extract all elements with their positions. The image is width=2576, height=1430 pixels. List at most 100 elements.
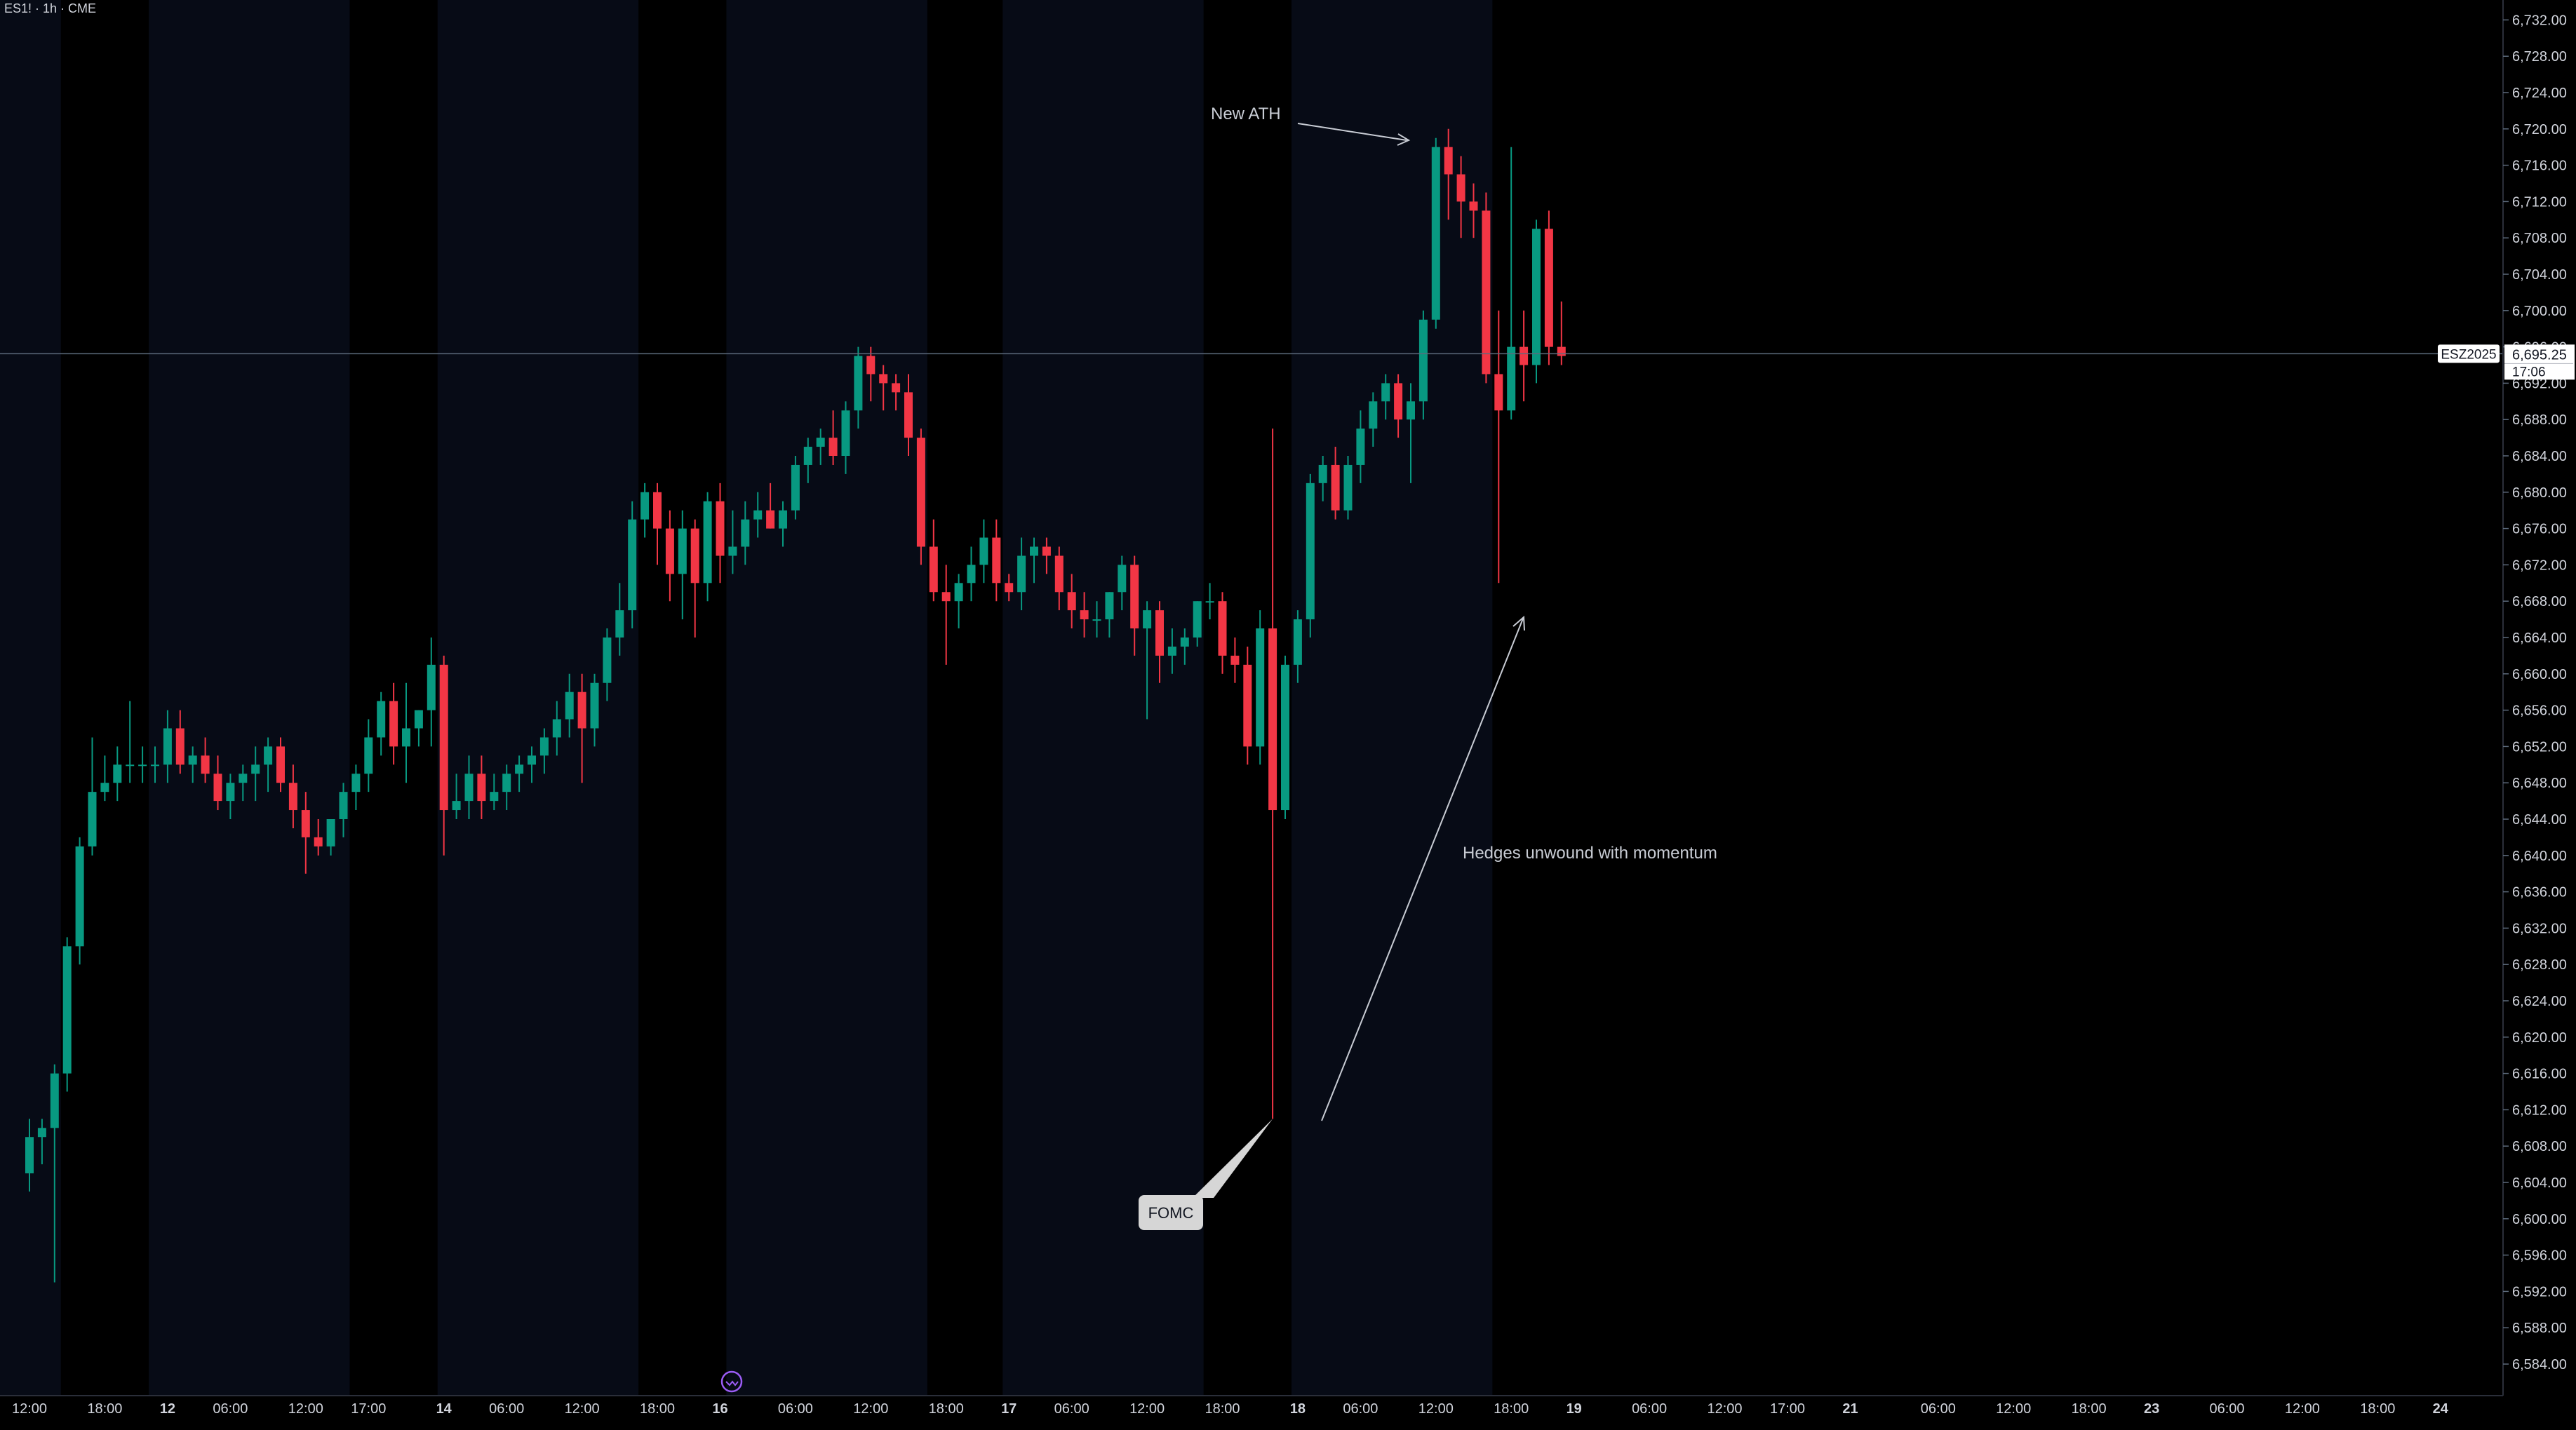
candle: [201, 737, 210, 783]
price-tick-label: 6,604.00: [2512, 1175, 2567, 1191]
candle: [967, 546, 976, 602]
candle-body: [1230, 655, 1240, 665]
candle: [665, 510, 674, 602]
candle-body: [690, 528, 699, 584]
candle-body: [175, 728, 185, 765]
candle-body: [854, 356, 863, 411]
price-tick-label: 6,588.00: [2512, 1321, 2567, 1336]
price-tick-label: 6,684.00: [2512, 449, 2567, 464]
time-axis[interactable]: 12:00 18:00 12 06:00 12:00 17:00 14 06:00 12:00 1…: [0, 1370, 2576, 1426]
candle-body: [1482, 210, 1491, 375]
candle-body: [1369, 401, 1378, 429]
price-tick-label: 6,660.00: [2512, 667, 2567, 682]
candle-body: [62, 946, 72, 1074]
candle-body: [402, 728, 410, 747]
time-tick-label: 12:00: [2285, 1401, 2320, 1417]
time-tick-label: 18: [1290, 1401, 1306, 1417]
time-tick-label: 18:00: [87, 1401, 122, 1417]
candle: [1532, 220, 1541, 384]
candle-body: [829, 438, 838, 456]
candle-body: [1456, 174, 1465, 202]
time-tick-label: 12:00: [1707, 1401, 1742, 1417]
candle: [138, 746, 147, 783]
candle: [1017, 537, 1026, 611]
session-band: [0, 0, 61, 1396]
candle: [1092, 601, 1101, 638]
candle: [1030, 537, 1038, 584]
candle: [615, 583, 624, 656]
last-price-label: 6,695.25: [2512, 347, 2567, 363]
candle-body: [967, 565, 976, 584]
candle-body: [351, 774, 361, 792]
time-tick-label: 06:00: [1343, 1401, 1378, 1417]
fomc-label: FOMC: [1148, 1204, 1194, 1222]
candle-body: [615, 610, 624, 638]
price-tick-label: 6,692.00: [2512, 376, 2567, 391]
candle-body: [716, 501, 725, 556]
candle: [916, 429, 925, 565]
fomc-callout-bg: [1139, 1195, 1203, 1230]
candle: [816, 429, 825, 465]
candle: [288, 764, 297, 828]
candle: [75, 837, 84, 965]
hedges-arrowhead: [1512, 615, 1525, 631]
price-axis[interactable]: 6,584.00 6,588.00 6,592.00 6,596.00 6,600.00…: [2502, 0, 2575, 1396]
candle-body: [741, 519, 750, 547]
candle: [1494, 310, 1503, 584]
candle: [276, 737, 285, 792]
candle-body: [816, 438, 825, 447]
candle: [50, 1064, 59, 1283]
candle-body: [226, 783, 235, 802]
price-tick-label: 6,632.00: [2512, 921, 2567, 936]
candle: [1444, 128, 1453, 220]
candle-body: [954, 583, 963, 602]
candle-body: [276, 746, 285, 783]
candle-body: [25, 1137, 34, 1174]
candle: [264, 737, 273, 792]
candle: [414, 710, 423, 747]
candle: [490, 774, 499, 811]
candle: [1331, 447, 1340, 520]
candle: [1143, 601, 1152, 720]
candle: [37, 1119, 46, 1165]
candle-body: [377, 701, 386, 738]
price-tick-label: 6,732.00: [2512, 13, 2567, 28]
new-ath-arrow: [1297, 123, 1407, 141]
price-tick-label: 6,596.00: [2512, 1248, 2567, 1264]
candle: [100, 755, 109, 802]
candle: [941, 565, 951, 665]
price-tick-label: 6,724.00: [2512, 86, 2567, 101]
price-tick-label: 6,608.00: [2512, 1139, 2567, 1154]
event-icon[interactable]: [720, 1370, 743, 1393]
candle: [690, 519, 699, 638]
candle: [1356, 410, 1365, 483]
time-tick-label: 18:00: [1494, 1401, 1529, 1417]
candle: [1218, 592, 1227, 674]
candle-body: [100, 783, 109, 792]
candle-body: [339, 792, 348, 819]
candle: [1268, 429, 1277, 1119]
candle-body: [941, 592, 951, 602]
candle-body: [916, 438, 925, 547]
candle: [590, 673, 599, 747]
time-tick-label: 06:00: [1921, 1401, 1956, 1417]
candle-body: [414, 710, 423, 729]
candle: [151, 746, 159, 783]
candle: [1080, 592, 1089, 638]
candle-body: [728, 546, 737, 556]
candle: [62, 937, 72, 1092]
price-tick-label: 6,644.00: [2512, 812, 2567, 828]
candle: [766, 483, 775, 529]
candle-body: [1180, 638, 1189, 647]
candle-body: [1381, 383, 1390, 402]
candle: [1456, 156, 1465, 238]
candle: [1520, 310, 1529, 402]
candle: [1318, 456, 1327, 501]
price-tick-label: 6,600.00: [2512, 1212, 2567, 1227]
candle-body: [866, 356, 876, 375]
candle: [1507, 147, 1516, 420]
price-tick-label: 6,620.00: [2512, 1030, 2567, 1046]
candle: [515, 755, 524, 792]
